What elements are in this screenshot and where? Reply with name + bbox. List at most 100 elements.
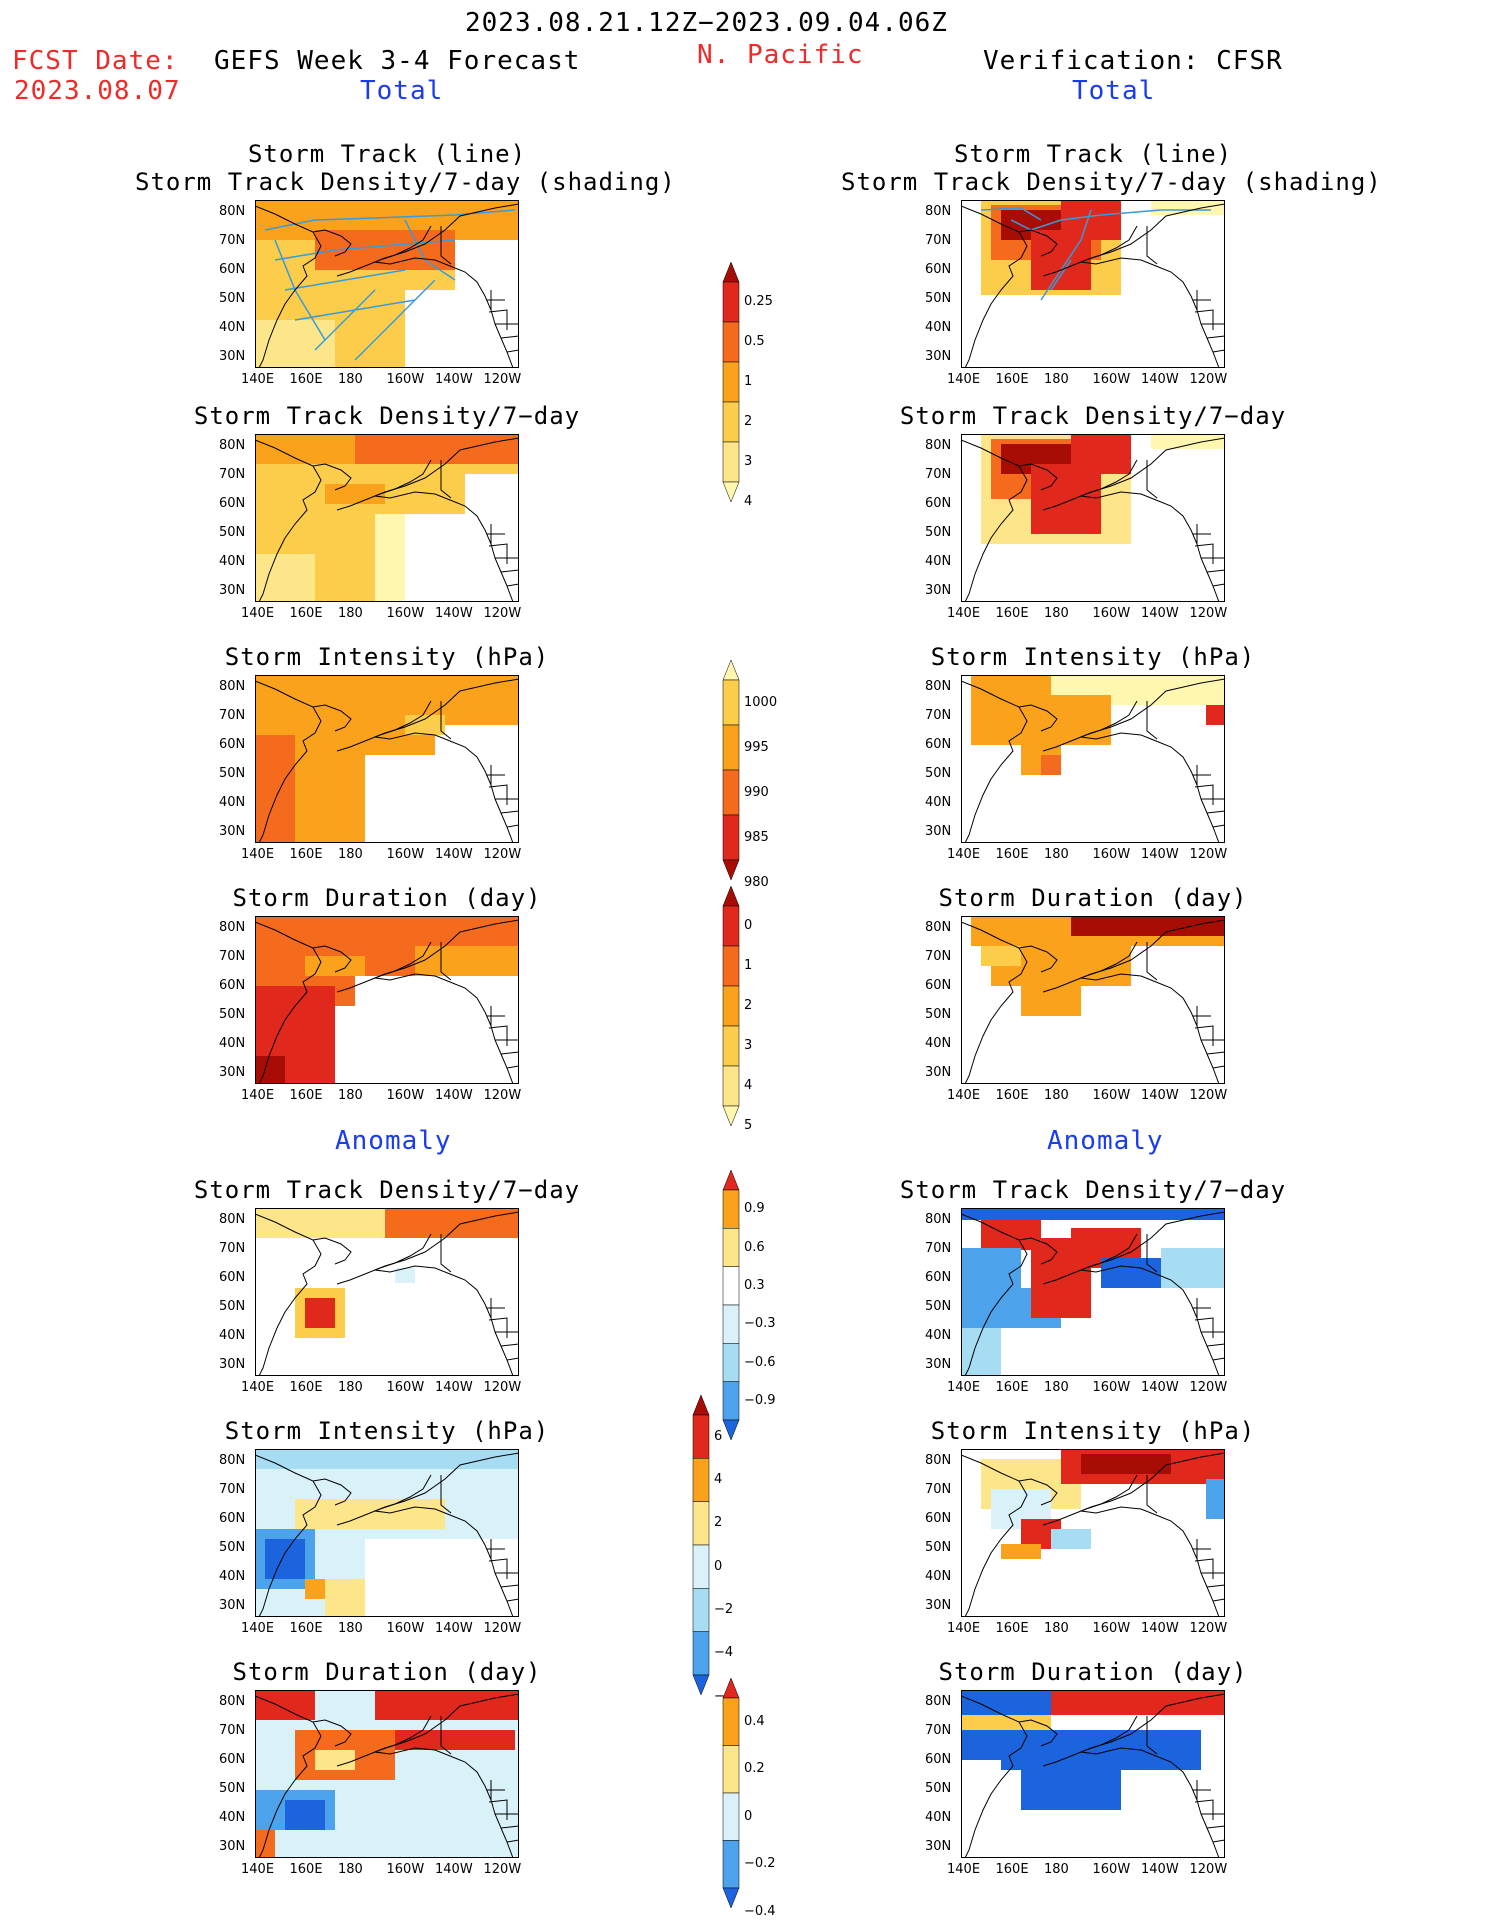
map-panel-l4 <box>255 916 519 1084</box>
x-tick-label: 180 <box>338 847 363 862</box>
forecast-title: GEFS Week 3-4 Forecast <box>214 46 581 76</box>
colorbar-density <box>722 261 740 506</box>
y-tick-label: 80N <box>925 1212 952 1227</box>
colorbar-label: −2 <box>714 1602 734 1617</box>
y-tick-label: 50N <box>219 766 246 781</box>
fcst-date-value: 2023.08.07 <box>14 76 181 106</box>
colorbar-label: 1000 <box>744 694 778 710</box>
x-tick-label: 120W <box>1189 1380 1228 1395</box>
colorbar-label: 2 <box>744 414 753 429</box>
colorbar-duration <box>722 885 740 1130</box>
colorbar-label: 0 <box>744 918 753 933</box>
x-tick-label: 180 <box>1044 372 1069 387</box>
panel-title: Storm Track Density/7-day (shading) <box>135 168 676 196</box>
panel-title: Storm Track Density/7−day <box>899 402 1287 430</box>
y-tick-label: 80N <box>925 679 952 694</box>
y-tick-label: 40N <box>219 320 246 335</box>
y-tick-label: 30N <box>925 1065 952 1080</box>
colorbar-intensity_anom <box>692 1394 710 1699</box>
y-tick-label: 50N <box>925 1781 952 1796</box>
y-tick-label: 50N <box>219 1007 246 1022</box>
y-tick-label: 80N <box>925 920 952 935</box>
colorbar-label: −0.9 <box>744 1392 776 1408</box>
x-tick-label: 140E <box>947 1380 981 1395</box>
x-tick-label: 180 <box>1044 847 1069 862</box>
x-tick-label: 120W <box>483 606 522 621</box>
y-tick-label: 50N <box>925 525 952 540</box>
x-tick-label: 140E <box>241 1380 275 1395</box>
y-tick-label: 40N <box>925 1569 952 1584</box>
region-label: N. Pacific <box>697 40 864 70</box>
x-tick-label: 160E <box>289 606 323 621</box>
y-tick-label: 70N <box>925 467 952 482</box>
y-tick-label: 70N <box>219 233 246 248</box>
y-tick-label: 30N <box>925 1357 952 1372</box>
y-tick-label: 50N <box>925 291 952 306</box>
x-tick-label: 140W <box>1141 1862 1179 1877</box>
y-tick-label: 40N <box>925 320 952 335</box>
y-tick-label: 80N <box>219 1453 246 1468</box>
x-tick-label: 140W <box>435 1380 473 1395</box>
colorbar-label: −0.3 <box>744 1316 776 1332</box>
y-tick-label: 40N <box>925 1810 952 1825</box>
x-tick-label: 160W <box>1092 606 1131 621</box>
y-tick-label: 70N <box>219 1723 246 1738</box>
y-tick-label: 50N <box>925 1540 952 1555</box>
y-tick-label: 40N <box>219 795 246 810</box>
x-tick-label: 180 <box>1044 1380 1069 1395</box>
colorbar-label: 1 <box>744 958 753 973</box>
x-tick-label: 160W <box>1092 1088 1131 1103</box>
y-tick-label: 60N <box>925 1511 952 1526</box>
y-tick-label: 50N <box>925 1299 952 1314</box>
colorbar-label: 0.25 <box>744 294 773 309</box>
panel-title: Storm Track Density/7−day <box>899 1176 1287 1204</box>
y-tick-label: 80N <box>925 438 952 453</box>
x-tick-label: 120W <box>1189 1862 1228 1877</box>
x-tick-label: 160W <box>386 372 425 387</box>
colorbar-label: 1 <box>744 374 753 389</box>
x-tick-label: 180 <box>1044 1862 1069 1877</box>
x-tick-label: 140E <box>241 1621 275 1636</box>
map-panel-r7 <box>961 1690 1225 1858</box>
fcst-date-label: FCST Date: <box>12 46 179 76</box>
y-tick-label: 70N <box>219 1482 246 1497</box>
x-tick-label: 120W <box>483 372 522 387</box>
y-tick-label: 30N <box>219 1357 246 1372</box>
x-tick-label: 140E <box>241 847 275 862</box>
x-tick-label: 140W <box>1141 372 1179 387</box>
period-label: 2023.08.21.12Z−2023.09.04.06Z <box>465 8 948 38</box>
y-tick-label: 50N <box>925 1007 952 1022</box>
x-tick-label: 160E <box>995 847 1029 862</box>
anomaly-label-left: Anomaly <box>335 1126 452 1156</box>
y-tick-label: 30N <box>925 1598 952 1613</box>
colorbar-density_anom <box>722 1169 740 1444</box>
x-tick-label: 140W <box>435 372 473 387</box>
x-tick-label: 120W <box>1189 1088 1228 1103</box>
x-tick-label: 160W <box>386 1380 425 1395</box>
colorbar-duration_anom <box>722 1677 740 1912</box>
y-tick-label: 30N <box>925 1839 952 1854</box>
colorbar-label: −4 <box>714 1645 734 1661</box>
y-tick-label: 80N <box>219 204 246 219</box>
x-tick-label: 140E <box>241 606 275 621</box>
x-tick-label: 140E <box>241 1088 275 1103</box>
y-tick-label: 50N <box>925 766 952 781</box>
y-tick-label: 50N <box>219 1781 246 1796</box>
panel-title: Storm Intensity (hPa) <box>224 643 550 671</box>
total-label-right: Total <box>1072 76 1156 106</box>
x-tick-label: 180 <box>1044 1088 1069 1103</box>
x-tick-label: 140E <box>947 847 981 862</box>
x-tick-label: 160W <box>1092 847 1131 862</box>
y-tick-label: 60N <box>219 262 246 277</box>
y-tick-label: 40N <box>219 1569 246 1584</box>
x-tick-label: 160W <box>1092 1621 1131 1636</box>
x-tick-label: 120W <box>483 1621 522 1636</box>
x-tick-label: 120W <box>1189 372 1228 387</box>
x-tick-label: 180 <box>338 372 363 387</box>
y-tick-label: 80N <box>219 679 246 694</box>
x-tick-label: 160W <box>1092 1862 1131 1877</box>
x-tick-label: 180 <box>338 1862 363 1877</box>
y-tick-label: 40N <box>925 1036 952 1051</box>
y-tick-label: 70N <box>925 1482 952 1497</box>
map-panel-l3 <box>255 675 519 843</box>
